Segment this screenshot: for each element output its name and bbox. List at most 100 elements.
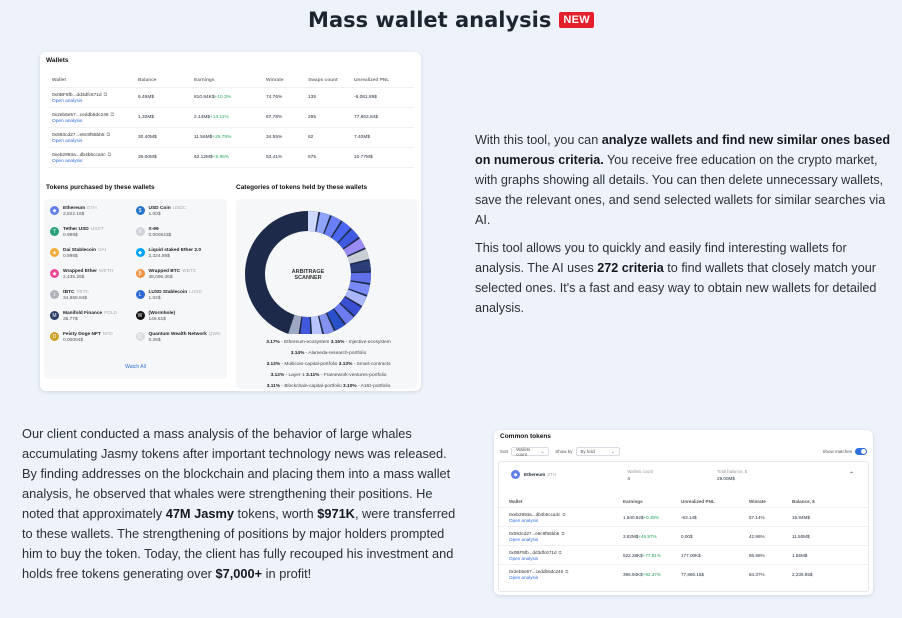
show-matches-toggle[interactable] xyxy=(855,448,867,455)
category-label: Layer-1 xyxy=(288,373,305,378)
open-analysis-link[interactable]: Open analysis xyxy=(509,574,539,580)
wallet-cell: 0xeb2993a...db4b5cca4c ⧉ Open analysis xyxy=(509,512,623,523)
token-item[interactable]: ◆ Liquid staked Ether 2.0 2,324.89$ xyxy=(135,248,222,264)
token-symbol: ETH xyxy=(87,206,97,211)
category-percent: 3.12% xyxy=(270,373,285,378)
token-item[interactable]: ₿ Wrapped BTC WBTC 38,096.36$ xyxy=(135,269,222,285)
token-item[interactable]: Q Quantum Wealth Network QWN 5.26$ xyxy=(135,332,222,348)
earnings-value: 810.84K$ xyxy=(194,95,215,100)
ethereum-icon: ◆ xyxy=(511,470,520,479)
copy-icon[interactable]: ⧉ xyxy=(561,530,565,536)
wallet-cell: 0x2eb5e57...ceddb5dc246 ⧉ Open analysis xyxy=(52,112,138,124)
token-item[interactable]: T Tether USD USDT 0.998$ xyxy=(50,227,136,243)
token-summary-row[interactable]: ◆ Ethereum ETH Wallets count 4 Total bal… xyxy=(499,462,868,487)
token-item[interactable]: ◆ Ethereum ETH 2,822.16$ xyxy=(50,206,136,222)
copy-icon[interactable]: ⧉ xyxy=(558,549,562,555)
token-name: (Wormhole) xyxy=(148,311,176,316)
token-item[interactable]: W (Wormhole) 146.61$ xyxy=(135,311,222,327)
open-analysis-link[interactable]: Open analysis xyxy=(52,158,83,164)
token-item[interactable]: L LUSD Stablecoin LUSD 1.02$ xyxy=(135,290,222,306)
open-analysis-link[interactable]: Open analysis xyxy=(52,138,83,144)
chevron-down-icon: ⌄ xyxy=(540,448,545,454)
token-symbol: DAI xyxy=(98,248,107,253)
earnings-value: 2.14M$ xyxy=(194,115,210,120)
winrate-value: 86.96% xyxy=(749,552,765,558)
token-name: LUSD Stablecoin xyxy=(148,290,188,295)
token-item[interactable]: ◆ Wrapped Ether WETH 2,435.26$ xyxy=(50,269,136,285)
earnings-percent: +10.3% xyxy=(214,95,231,100)
token-name: Liquid staked Ether 2.0 xyxy=(148,248,202,253)
wallet-address[interactable]: 0x2eb5e57...ceddb5dc246 xyxy=(509,568,564,574)
manifold-icon: M xyxy=(50,311,59,320)
token-symbol: WETH xyxy=(99,269,114,274)
wallet-address[interactable]: 0xeb2993a...db4b5cca4c xyxy=(52,152,106,158)
token-item[interactable]: t tBTC TBTC 34,859.94$ xyxy=(50,290,136,306)
token-item[interactable]: M Manifold Finance FOLD 35.77$ xyxy=(50,311,136,327)
token-symbol: FOLD xyxy=(104,311,117,316)
copy-icon[interactable]: ⧉ xyxy=(103,92,108,98)
usdc-icon: $ xyxy=(135,206,145,215)
paragraph-ai-criteria: This tool allows you to quickly and easi… xyxy=(475,241,877,315)
col-balance[interactable]: Balance xyxy=(138,78,157,83)
watch-all-link[interactable]: Watch All xyxy=(125,364,146,370)
copy-icon[interactable]: ⧉ xyxy=(106,132,110,138)
col-earnings[interactable]: Earnings xyxy=(194,78,215,83)
earnings-cell: 2.14M$+14.11% xyxy=(194,115,266,120)
token-name: Ethereum xyxy=(63,206,86,211)
show-by-select[interactable]: By hold ⌄ xyxy=(575,447,620,456)
col-pnl[interactable]: Unrealized PNL xyxy=(354,78,390,83)
token-item[interactable]: $ USD Coin USDC 1.00$ xyxy=(135,206,222,222)
token-amount: 35.77$ xyxy=(63,317,78,322)
wbtc-icon: ₿ xyxy=(135,269,145,278)
token-item[interactable]: X X-99 0.000543$ xyxy=(135,227,222,243)
wallet-address[interactable]: 0x2eb5e57...ceddb5dc246 xyxy=(52,112,109,118)
lusd-icon: L xyxy=(135,290,145,299)
token-item[interactable]: D Feisty Doge NFT NFD 0.00004$ xyxy=(50,332,136,348)
category-percent: 3.14% xyxy=(290,351,305,356)
winrate-value: 67.78% xyxy=(266,115,283,120)
wallet-address[interactable]: 0x593cd27...e8c9f55bb5 xyxy=(509,530,560,536)
open-analysis-link[interactable]: Open analysis xyxy=(509,517,539,523)
token-name: tBTC xyxy=(63,290,75,295)
col-swaps[interactable]: Swaps count xyxy=(308,78,338,83)
open-analysis-link[interactable]: Open analysis xyxy=(52,118,83,124)
qwn-icon: Q xyxy=(135,332,145,341)
token-name: Feisty Doge NFT xyxy=(63,332,101,337)
earnings-percent: +92.37% xyxy=(642,571,661,577)
balance-value: 2,235.95$ xyxy=(792,571,813,577)
category-percent: 3.11% xyxy=(306,373,320,378)
donut-segment xyxy=(288,314,302,337)
earnings-cell: 522.28K$+77.81% xyxy=(623,553,681,558)
open-analysis-link[interactable]: Open analysis xyxy=(509,555,539,561)
wallet-address[interactable]: 0x0BF5fb...dd3dfc671d xyxy=(52,92,102,98)
copy-icon[interactable]: ⧉ xyxy=(565,568,569,574)
token-symbol: TBTC xyxy=(76,290,89,295)
token-name: Quantum Wealth Network xyxy=(148,332,207,337)
common-tokens-title: Common tokens xyxy=(500,433,551,440)
open-analysis-link[interactable]: Open analysis xyxy=(52,98,83,104)
col-wallet[interactable]: Wallet xyxy=(52,78,66,83)
page-title: Mass wallet analysis xyxy=(308,8,552,32)
donut-segment xyxy=(348,281,371,295)
donut-segment xyxy=(350,272,371,284)
col-winrate[interactable]: Winrate xyxy=(266,78,284,83)
category-label: Smart-contracts xyxy=(356,362,391,367)
copy-icon[interactable]: ⧉ xyxy=(110,112,114,118)
earnings-cell: 11.56M$+25.75% xyxy=(194,135,266,140)
sort-select[interactable]: Wallets count ⌄ xyxy=(511,447,550,457)
wallet-address[interactable]: 0x593cd27...e8c9f55bb5 xyxy=(52,132,105,138)
token-symbol: USDC xyxy=(172,206,187,211)
open-analysis-link[interactable]: Open analysis xyxy=(509,536,539,542)
common-tokens-header: Wallet Earnings Unrealized PNL Winrate B… xyxy=(509,498,815,504)
swaps-value: 135 xyxy=(308,95,317,100)
copy-icon[interactable]: ⧉ xyxy=(562,511,566,517)
copy-icon[interactable]: ⧉ xyxy=(107,152,112,158)
wallet-address[interactable]: 0x0BF5fb...dd3dfc671d xyxy=(509,549,557,555)
donut-segment xyxy=(331,221,351,243)
pnl-value: 77,866.15$ xyxy=(681,571,704,577)
chevron-up-icon[interactable]: ⌃ xyxy=(848,472,854,478)
legend-line: 3.13% - Multicoin-capital-portfolio 3.13… xyxy=(266,362,391,367)
wallet-address[interactable]: 0xeb2993a...db4b5cca4c xyxy=(509,511,561,517)
token-item[interactable]: ◈ Dai Stablecoin DAI 0.998$ xyxy=(50,248,136,264)
token-amount: 0.998$ xyxy=(63,254,78,259)
